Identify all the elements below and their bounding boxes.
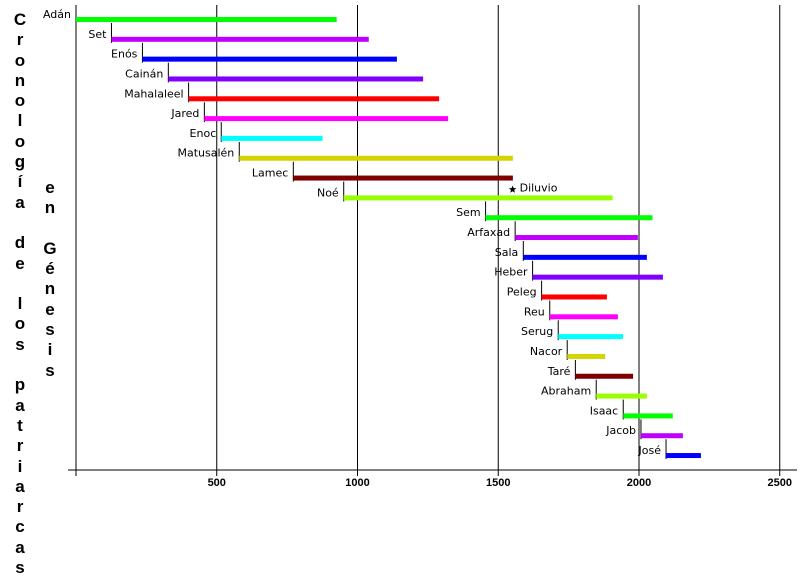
- x-tick-label: 500: [208, 477, 226, 489]
- bar-label: José: [638, 444, 662, 457]
- bar-Isaac: [623, 413, 673, 419]
- bar-label: Adán: [43, 8, 71, 21]
- bar-label: Matusalén: [177, 147, 234, 160]
- bar-Abraham: [596, 393, 647, 399]
- chart-subtitle: e n G é n e s i s: [43, 178, 57, 380]
- bar-Enós: [142, 56, 397, 62]
- bar-Peleg: [541, 294, 607, 300]
- bar-Set: [111, 36, 369, 42]
- bar-label: Peleg: [507, 285, 537, 298]
- bar-label: Jacob: [605, 424, 636, 437]
- bar-Matusalén: [239, 155, 513, 161]
- bar-Adán: [76, 17, 337, 22]
- bar-Cainán: [168, 76, 424, 82]
- bar-Arfaxad: [515, 235, 638, 241]
- star-icon: [508, 185, 517, 193]
- x-tick-label: 1000: [345, 477, 369, 489]
- bar-label: Reu: [524, 305, 545, 318]
- bar-label: Enós: [111, 48, 138, 61]
- bar-label: Taré: [547, 365, 571, 378]
- bar-label: Serug: [521, 325, 553, 338]
- bar-label: Sala: [495, 246, 519, 259]
- bar-Jared: [204, 116, 449, 122]
- bar-label: Noé: [317, 186, 339, 199]
- bar-Sala: [523, 254, 647, 260]
- bar-Noé: [343, 195, 613, 201]
- bar-Nacor: [567, 353, 606, 359]
- bar-label: Arfaxad: [467, 226, 510, 239]
- x-tick-label: 2000: [627, 477, 651, 489]
- bar-Mahalaleel: [188, 96, 440, 102]
- bar-Jacob: [640, 433, 683, 439]
- bar-label: Heber: [494, 266, 528, 279]
- bar-label: Set: [88, 28, 107, 41]
- bar-label: Isaac: [590, 404, 619, 417]
- x-tick-label: 1500: [486, 477, 510, 489]
- bar-Reu: [549, 314, 618, 320]
- bar-Taré: [575, 373, 634, 379]
- bar-Enoc: [221, 135, 323, 141]
- bar-label: Enoc: [190, 127, 217, 140]
- bar-label: Mahalaleel: [124, 87, 183, 100]
- bar-label: Cainán: [125, 67, 163, 80]
- bar-label: Nacor: [530, 345, 563, 358]
- bar-Serug: [558, 334, 623, 340]
- bar-label: Abraham: [541, 385, 591, 398]
- bar-Lamec: [293, 175, 513, 181]
- bar-label: Jared: [170, 107, 199, 120]
- bar-Sem: [485, 215, 653, 221]
- bar-José: [666, 453, 701, 459]
- annotation-label: Diluvio: [520, 181, 558, 194]
- bar-Heber: [532, 274, 663, 280]
- x-tick-label: 2500: [768, 477, 792, 489]
- timeline-chart: 500 1000 1500 2000 2500 Adán Set Enós Cainán Maha…: [43, 5, 797, 489]
- bar-label: Lamec: [252, 167, 288, 180]
- bar-label: Sem: [456, 206, 480, 219]
